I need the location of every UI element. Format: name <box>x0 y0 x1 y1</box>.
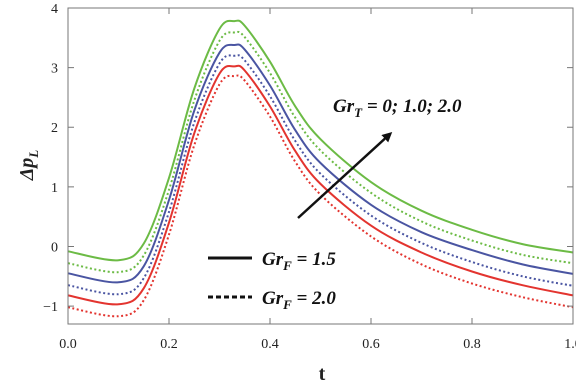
y-axis-title-main: Δp <box>16 158 38 182</box>
ticks-layer: 0.0 0.2 0.4 0.6 0.8 1.0 −1 0 1 2 3 4 <box>43 2 576 352</box>
x-tick-label: 0.0 <box>59 337 77 352</box>
y-tick-label: 0 <box>51 240 58 255</box>
x-tick-label: 0.6 <box>362 337 380 352</box>
legend-label-solid: GrF = 1.5 <box>262 249 336 273</box>
series-line-4-solid <box>67 19 574 262</box>
y-axis-title-sub: L <box>26 150 41 159</box>
annotation-label: GrT = 0; 1.0; 2.0 <box>333 96 462 120</box>
legend-label-dotted: GrF = 2.0 <box>262 288 336 312</box>
annotation: GrT = 0; 1.0; 2.0 <box>297 96 462 219</box>
x-tick-label: 0.8 <box>463 337 481 352</box>
y-tick-label: −1 <box>43 300 58 315</box>
series-line-1-dotted <box>67 74 574 318</box>
series-line-3-dotted <box>67 54 574 296</box>
legend: GrF = 1.5 GrF = 2.0 <box>208 249 336 312</box>
series-layer <box>67 19 574 318</box>
y-tick-label: 3 <box>51 62 58 77</box>
plot-frame <box>67 7 574 325</box>
y-tick-label: 2 <box>51 121 58 136</box>
annotation-arrow <box>297 131 393 219</box>
series-line-0-solid <box>67 64 574 306</box>
x-axis-title: t <box>319 363 326 385</box>
x-tick-label: 0.4 <box>261 337 279 352</box>
svg-text:ΔpL: ΔpL <box>16 150 41 182</box>
y-axis-title: ΔpL <box>16 150 41 182</box>
x-tick-label: 0.2 <box>160 337 178 352</box>
series-line-5-dotted <box>67 30 574 274</box>
series-line-2-solid <box>67 43 574 284</box>
y-tick-label: 1 <box>51 181 58 196</box>
y-tick-label: 4 <box>51 2 58 17</box>
x-tick-label: 1.0 <box>564 337 576 352</box>
